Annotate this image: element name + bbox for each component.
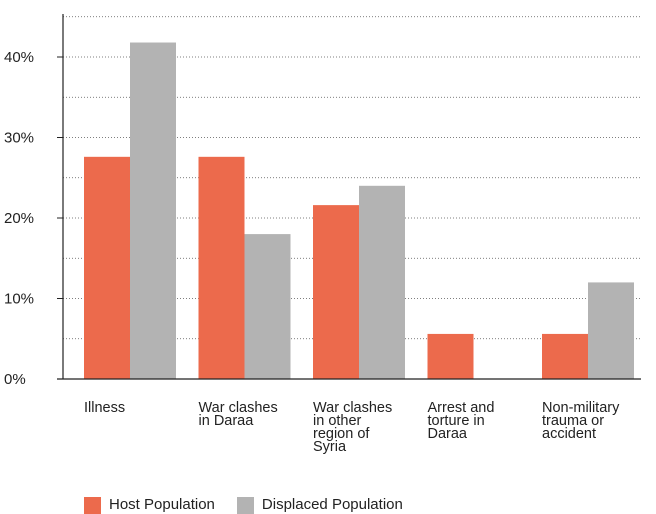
category-label: War clashes in other region of Syria — [313, 400, 392, 455]
legend-label-displaced: Displaced Population — [261, 496, 403, 513]
bar-displaced — [130, 42, 176, 379]
y-tick-label: 30% — [4, 130, 34, 147]
bar-host — [198, 156, 245, 379]
y-tick-label: 0% — [4, 371, 26, 388]
bar-host — [313, 205, 359, 379]
y-tick-label: 20% — [4, 210, 34, 227]
bar-displaced — [588, 282, 634, 379]
bar-host — [542, 333, 588, 379]
y-tick-label: 40% — [4, 49, 34, 66]
y-tick-label: 10% — [4, 291, 34, 308]
category-label: Arrest and torture in Daraa — [428, 400, 495, 442]
category-label: Non-military trauma or accident — [542, 400, 620, 442]
legend-item-displaced: Displaced Population — [236, 496, 403, 514]
bar-displaced — [244, 234, 291, 379]
bar-host — [427, 333, 474, 379]
category-label: War clashes in Daraa — [199, 400, 278, 429]
legend-swatch-displaced — [236, 496, 254, 514]
bar-displaced — [359, 185, 405, 379]
legend-swatch-host — [84, 496, 101, 514]
category-label: Illness — [84, 400, 125, 416]
bar-host — [84, 156, 130, 379]
legend: Host Population Displaced Population — [84, 496, 403, 514]
legend-item-host: Host Population — [84, 496, 215, 514]
legend-label-host: Host Population — [109, 496, 215, 513]
